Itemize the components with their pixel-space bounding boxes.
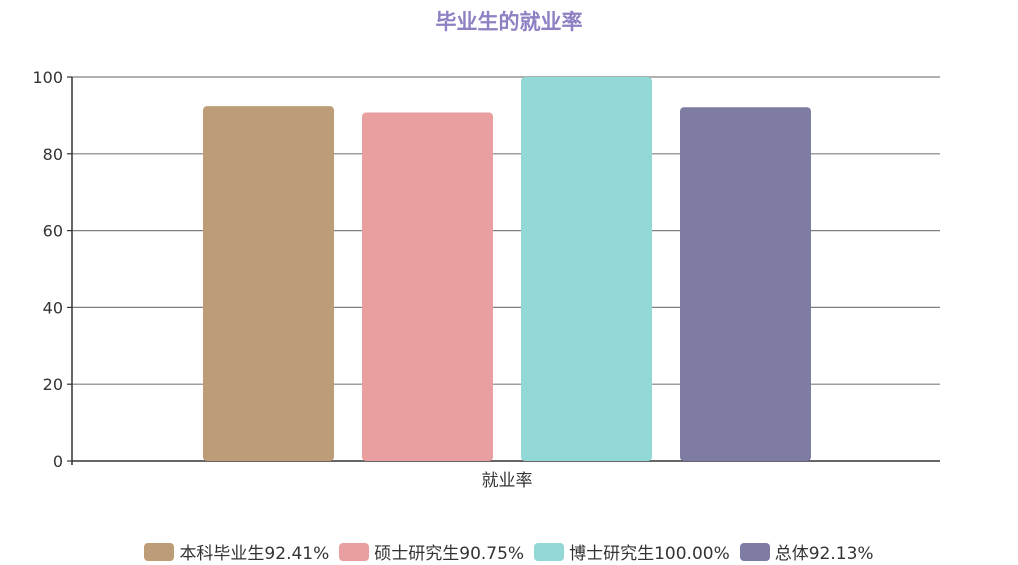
legend-swatch-1 <box>144 542 175 561</box>
y-tick-label-4: 80 <box>43 145 63 164</box>
bar-2 <box>362 112 493 462</box>
legend-label-4: 总体92.13% <box>774 544 874 564</box>
legend-swatch-3 <box>534 542 565 561</box>
legend-item-3[interactable]: 博士研究生100.00% <box>534 539 730 564</box>
y-tick-label-0: 0 <box>53 452 63 471</box>
chart-title: 毕业生的就业率 <box>435 10 583 34</box>
y-tick-label-5: 100 <box>32 68 63 87</box>
y-tick-label-3: 60 <box>43 222 63 241</box>
bar-3 <box>521 77 652 461</box>
legend-swatch-2 <box>339 542 370 561</box>
bar-1 <box>203 106 334 461</box>
y-tick-label-2: 40 <box>43 298 63 317</box>
legend-label-2: 硕士研究生90.75% <box>374 544 525 564</box>
bar-4 <box>680 107 811 462</box>
legend-label-3: 博士研究生100.00% <box>569 544 730 564</box>
x-tick-label-0: 就业率 <box>482 471 533 491</box>
legend-swatch-4 <box>739 542 770 561</box>
legend-item-1[interactable]: 本科毕业生92.41% <box>144 539 329 564</box>
legend-label-1: 本科毕业生92.41% <box>179 544 330 564</box>
legend-item-2[interactable]: 硕士研究生90.75% <box>339 539 524 564</box>
legend-item-4[interactable]: 总体92.13% <box>739 539 874 564</box>
y-tick-label-1: 20 <box>43 375 63 394</box>
legend: 本科毕业生92.41% 硕士研究生90.75% 博士研究生100.00% 总体92.1… <box>0 539 1018 564</box>
